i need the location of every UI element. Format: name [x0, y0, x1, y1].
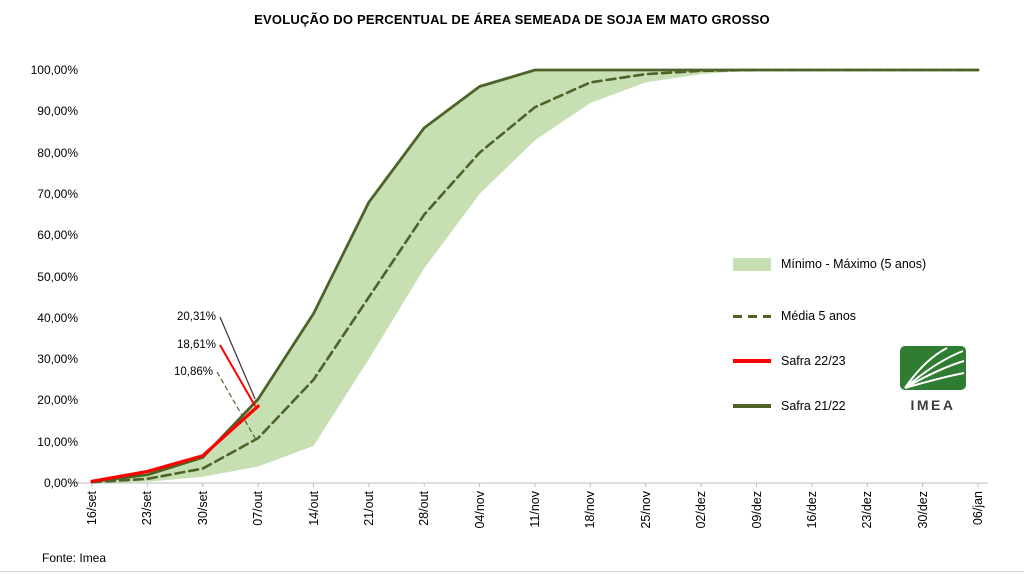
- chart-title: EVOLUÇÃO DO PERCENTUAL DE ÁREA SEMEADA D…: [254, 12, 770, 27]
- legend-swatch-red-line: [733, 359, 771, 363]
- annotation-leader-media-5-anos: [216, 371, 256, 439]
- series-safra-21-22: [90, 68, 980, 484]
- y-tick-label: 60,00%: [37, 228, 78, 243]
- legend-label-min-max: Mínimo - Máximo (5 anos): [781, 257, 927, 271]
- x-tick-label: 09/dez: [749, 491, 764, 529]
- bottom-divider: [0, 571, 1024, 572]
- legend-swatch-dashed-line: [733, 314, 771, 318]
- x-tick-label: 28/out: [417, 491, 432, 526]
- x-tick-label: 25/nov: [638, 491, 653, 529]
- imea-logo-mark: [900, 346, 966, 390]
- x-tick-label: 21/out: [361, 491, 376, 526]
- legend-item-min-max: Mínimo - Máximo (5 anos): [733, 256, 926, 272]
- x-tick-label: 16/set: [85, 491, 99, 526]
- x-tick-label: 14/out: [306, 491, 321, 526]
- legend-label-media: Média 5 anos: [781, 309, 857, 323]
- x-tick-label: 23/set: [140, 491, 155, 526]
- legend-item-safra-22-23: Safra 22/23: [733, 353, 846, 369]
- y-tick-label: 10,00%: [37, 434, 78, 449]
- legend: Mínimo - Máximo (5 anos) Média 5 anos Sa…: [733, 250, 1003, 430]
- y-tick-label: 50,00%: [37, 269, 78, 284]
- imea-logo-text: IMEA: [910, 397, 956, 413]
- legend-item-media: Média 5 anos: [733, 308, 856, 324]
- legend-swatch-olive-line: [733, 404, 771, 408]
- legend-label-safra-21-22: Safra 21/22: [781, 399, 846, 413]
- x-tick-label: 18/nov: [583, 491, 598, 529]
- legend-swatch-band: [733, 257, 771, 271]
- x-tick-label: 30/set: [195, 491, 210, 526]
- y-tick-label: 80,00%: [37, 145, 78, 160]
- y-tick-label: 20,00%: [37, 393, 78, 408]
- legend-item-safra-21-22: Safra 21/22: [733, 398, 846, 414]
- x-tick-label: 23/dez: [860, 491, 875, 529]
- x-tick-label: 04/nov: [472, 491, 487, 529]
- x-tick-label: 16/dez: [804, 491, 819, 529]
- y-tick-label: 0,00%: [43, 476, 78, 490]
- y-tick-label: 100,00%: [30, 63, 78, 77]
- imea-logo: IMEA: [899, 346, 967, 413]
- series-safra-22-23: [90, 404, 260, 483]
- source-note: Fonte: Imea: [42, 551, 107, 565]
- y-tick-label: 30,00%: [37, 352, 78, 367]
- x-tick-label: 11/nov: [528, 491, 542, 528]
- y-tick-label: 40,00%: [37, 310, 78, 325]
- x-tick-label: 06/jan: [971, 491, 985, 526]
- x-tick-label: 30/dez: [915, 491, 930, 529]
- y-tick-label: 70,00%: [37, 186, 78, 201]
- annotation-leader-safra-21-22: [219, 316, 256, 400]
- x-tick-label: 07/out: [251, 491, 266, 526]
- y-tick-label: 90,00%: [37, 104, 78, 119]
- x-tick-label: 02/dez: [694, 491, 709, 529]
- legend-label-safra-22-23: Safra 22/23: [781, 354, 846, 368]
- annotation-leader-safra-22-23: [219, 344, 256, 407]
